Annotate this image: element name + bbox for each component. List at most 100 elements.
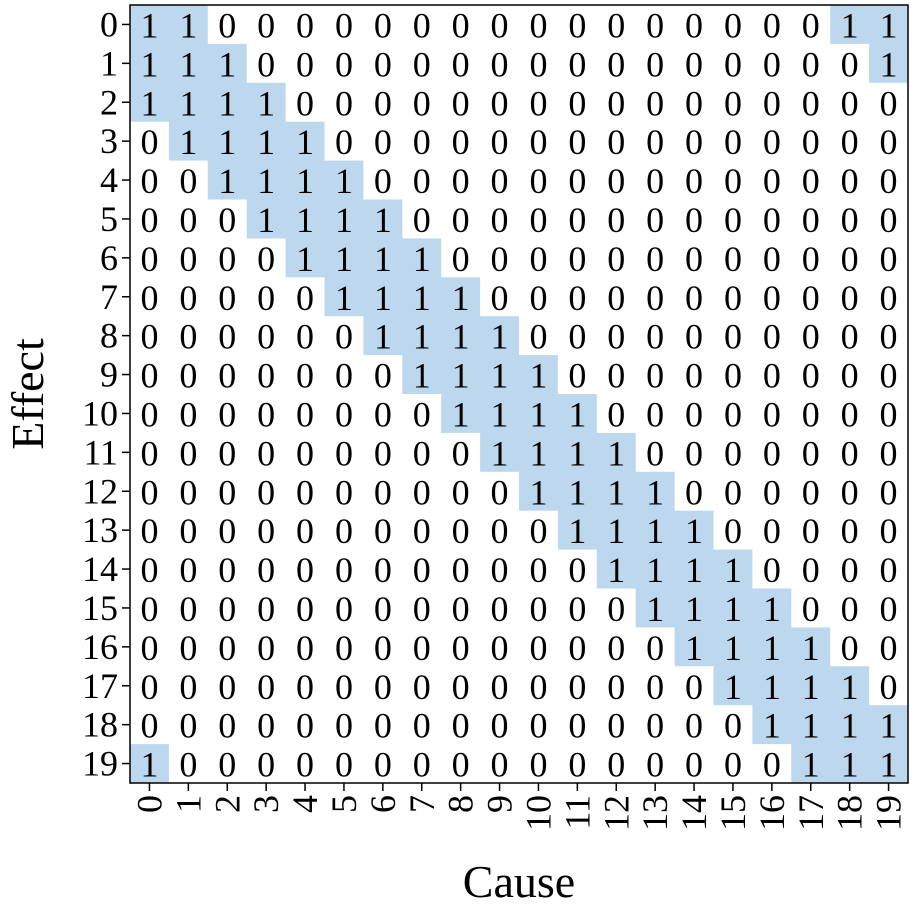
cell-value-label: 0	[296, 511, 314, 551]
heatmap-cell	[674, 432, 714, 473]
heatmap-cell	[557, 432, 598, 473]
heatmap-cell	[130, 355, 170, 395]
heatmap-cell	[674, 238, 714, 278]
heatmap-cell	[207, 549, 248, 589]
cell-value-label: 0	[140, 200, 158, 240]
x-tick-label: 1	[168, 795, 208, 813]
cell-value-label: 0	[374, 394, 392, 434]
heatmap-cell	[791, 43, 831, 84]
heatmap-cell	[752, 471, 792, 512]
heatmap-cell	[752, 355, 792, 395]
cell-value-label: 0	[841, 472, 859, 512]
heatmap-cell	[246, 471, 287, 512]
heatmap-cell	[130, 277, 170, 317]
cell-value-label: 0	[374, 161, 392, 201]
cell-value-label: 0	[335, 5, 353, 45]
cell-value-label: 1	[452, 317, 470, 357]
heatmap-cell	[596, 705, 637, 745]
cell-value-label: 0	[218, 745, 236, 785]
cell-value-label: 0	[296, 667, 314, 707]
heatmap-cell	[869, 121, 909, 162]
cell-value-label: 0	[685, 44, 703, 84]
heatmap-cell	[869, 744, 909, 784]
heatmap-cell	[246, 316, 287, 356]
heatmap-cell	[480, 160, 520, 200]
x-tick-label: 9	[480, 795, 520, 813]
cell-value-label: 1	[763, 628, 781, 668]
heatmap-cell	[168, 666, 209, 706]
cell-value-label: 0	[568, 667, 586, 707]
heatmap-cell	[246, 666, 287, 706]
heatmap-cell	[207, 5, 248, 45]
heatmap-cell	[168, 277, 209, 317]
heatmap-cell	[519, 744, 559, 784]
heatmap-cell	[713, 432, 753, 473]
cell-value-label: 1	[296, 239, 314, 279]
cell-value-label: 0	[880, 317, 898, 357]
cell-value-label: 0	[257, 589, 275, 629]
heatmap-cell	[713, 510, 753, 551]
cell-value-label: 0	[179, 239, 197, 279]
cell-value-label: 0	[413, 161, 431, 201]
heatmap-cell	[168, 588, 209, 628]
heatmap-cell	[363, 588, 403, 628]
y-tick-label: 6	[100, 238, 118, 278]
cell-value-label: 0	[218, 511, 236, 551]
heatmap-cell	[324, 510, 364, 551]
cell-value-label: 0	[452, 5, 470, 45]
cell-value-label: 0	[374, 511, 392, 551]
cell-value-label: 0	[491, 278, 509, 318]
cell-value-label: 0	[491, 161, 509, 201]
heatmap-cell	[207, 238, 248, 278]
cell-value-label: 1	[452, 394, 470, 434]
cell-value-label: 0	[296, 394, 314, 434]
heatmap-cell	[674, 588, 714, 628]
cell-value-label: 1	[607, 550, 625, 590]
y-axis-label: Effect	[2, 338, 53, 450]
cell-value-label: 1	[140, 5, 158, 45]
heatmap-cell	[480, 394, 520, 434]
cell-value-label: 1	[568, 394, 586, 434]
cell-value-label: 0	[763, 5, 781, 45]
heatmap-cell	[830, 744, 870, 784]
heatmap-cell	[519, 160, 559, 200]
x-tick-label: 17	[791, 795, 831, 831]
heatmap-cell	[324, 199, 364, 239]
heatmap-cell	[285, 5, 325, 45]
heatmap-cell	[246, 238, 287, 278]
heatmap-cell	[363, 627, 403, 667]
cell-value-label: 0	[529, 5, 547, 45]
heatmap-cell	[830, 627, 870, 667]
cell-value-label: 0	[607, 667, 625, 707]
heatmap-cell	[519, 666, 559, 706]
cell-value-label: 1	[607, 511, 625, 551]
cell-value-label: 0	[179, 161, 197, 201]
heatmap-cell	[324, 160, 364, 200]
heatmap-cell	[635, 471, 676, 512]
heatmap-cell	[557, 277, 598, 317]
heatmap-cell	[830, 432, 870, 473]
heatmap-cell	[207, 82, 248, 123]
heatmap-cell	[246, 744, 287, 784]
heatmap-cell	[285, 277, 325, 317]
heatmap-cell	[324, 43, 364, 84]
heatmap-cell	[869, 432, 909, 473]
cell-value-label: 0	[802, 278, 820, 318]
cell-value-label: 0	[568, 239, 586, 279]
cell-value-label: 0	[646, 44, 664, 84]
cell-value-label: 0	[880, 394, 898, 434]
heatmap-cell	[130, 744, 170, 784]
cell-value-label: 1	[724, 667, 742, 707]
cell-value-label: 1	[374, 200, 392, 240]
cell-value-label: 0	[685, 745, 703, 785]
cell-value-label: 0	[802, 122, 820, 162]
heatmap-cell	[869, 316, 909, 356]
cell-value-label: 0	[685, 394, 703, 434]
heatmap-cell	[557, 744, 598, 784]
heatmap-cell	[869, 705, 909, 745]
cell-value-label: 0	[724, 706, 742, 746]
heatmap-cell	[869, 355, 909, 395]
cell-value-label: 0	[880, 83, 898, 123]
heatmap-cell	[402, 355, 442, 395]
cell-value-label: 0	[413, 394, 431, 434]
